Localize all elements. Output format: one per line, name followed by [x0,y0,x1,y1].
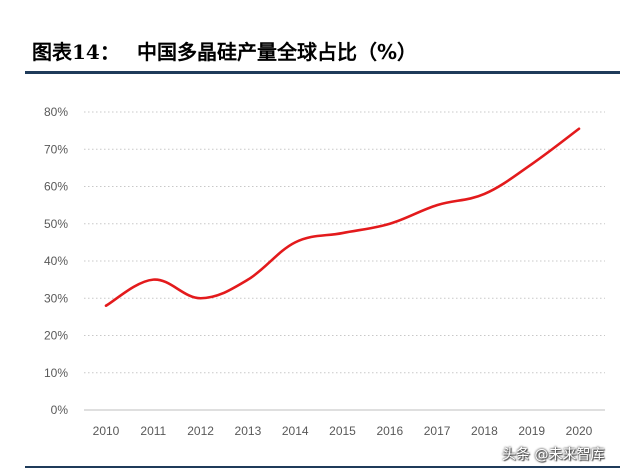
x-tick-label: 2019 [518,424,545,438]
x-tick-label: 2017 [424,424,451,438]
x-tick-label: 2015 [329,424,356,438]
figure-label: 图表14： [32,40,120,64]
y-tick-label: 70% [44,142,68,156]
figure-header: 图表14： 中国多晶硅产量全球占比（%） [0,0,640,74]
x-tick-label: 2018 [471,424,498,438]
x-tick-label: 2012 [187,424,214,438]
x-tick-label: 2010 [93,424,120,438]
y-tick-label: 60% [44,180,68,194]
x-tick-label: 2020 [566,424,593,438]
y-tick-label: 20% [44,329,68,343]
x-tick-label: 2014 [282,424,309,438]
series-line [104,127,581,307]
y-tick-label: 80% [44,105,68,119]
figure-title: 中国多晶硅产量全球占比（%） [137,40,418,64]
y-tick-label: 40% [44,254,68,268]
x-tick-label: 2016 [376,424,403,438]
gridlines [84,111,605,374]
x-tick-label: 2013 [235,424,262,438]
y-tick-label: 0% [51,403,69,417]
y-tick-label: 50% [44,217,68,231]
watermark: 头条 @未来智库 [502,447,605,463]
x-axis-ticks: 2010 2011 2012 2013 2014 2015 2016 2017 2018 2019… [93,424,593,438]
y-tick-label: 30% [44,291,68,305]
bottom-divider [25,466,620,468]
title-divider [25,71,620,74]
y-tick-label: 10% [44,366,68,380]
y-axis-ticks: 0% 10% 20% 30% 40% 50% 60% 70% 80% [44,105,68,417]
x-tick-label: 2011 [140,424,166,438]
